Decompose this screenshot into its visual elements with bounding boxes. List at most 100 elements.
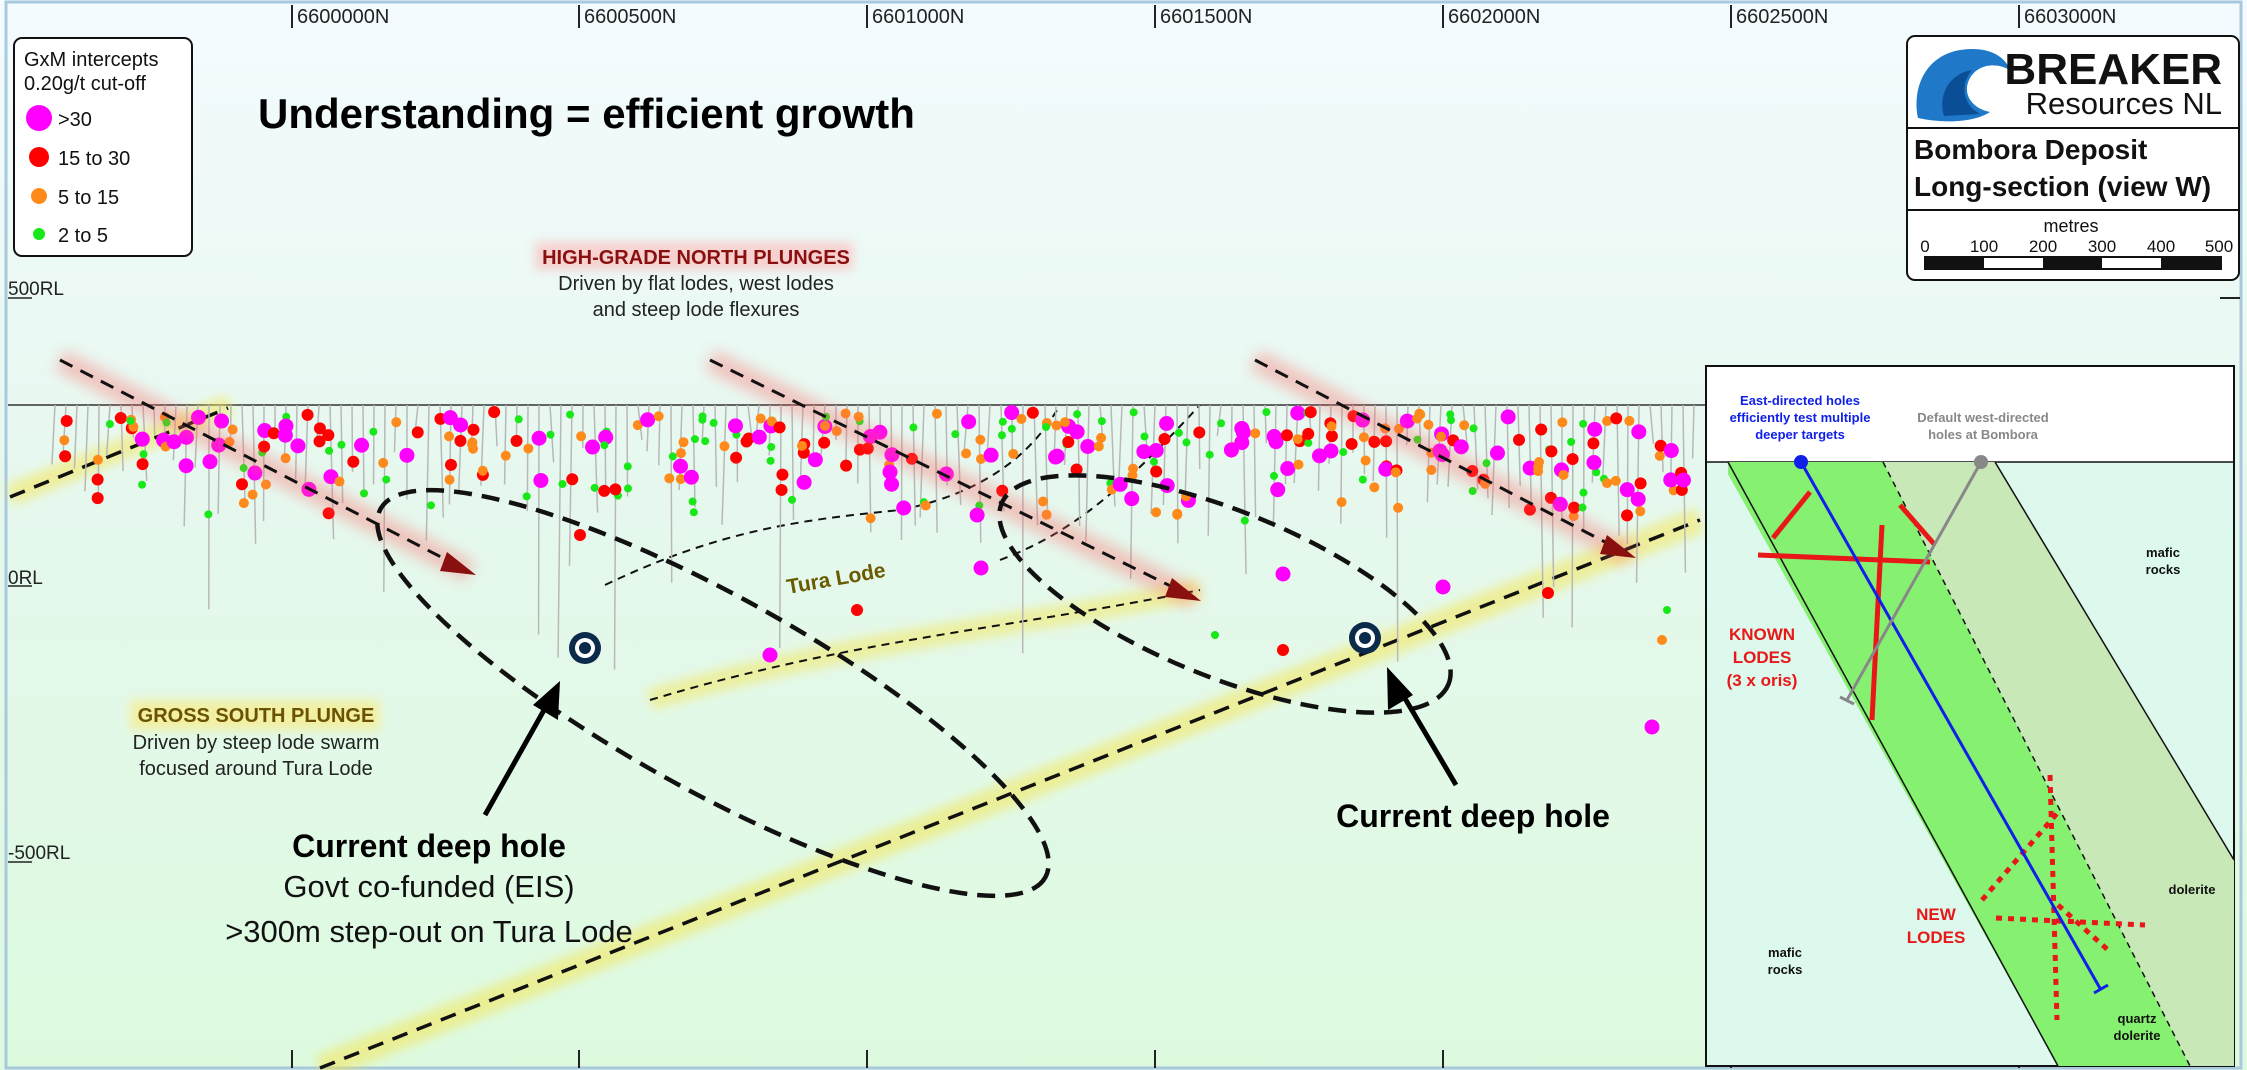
intercept-dot — [1426, 464, 1437, 475]
inset-new-label: NEW — [1916, 905, 1957, 924]
intercept-dot — [969, 507, 985, 523]
rl-label: 0RL — [8, 568, 43, 589]
intercept-dot — [1112, 476, 1128, 492]
intercept-dot — [1610, 412, 1623, 425]
intercept-dot — [689, 508, 698, 517]
intercept-dot — [1566, 453, 1579, 466]
legend-swatch — [33, 228, 45, 240]
intercept-dot — [1062, 436, 1075, 449]
drill-hole-trace — [503, 404, 507, 485]
intercept-dot — [360, 489, 369, 498]
drill-hole-trace — [1207, 404, 1211, 536]
inset-cross-section: East-directed holes efficiently test mul… — [1705, 365, 2235, 1067]
intercept-dot — [411, 426, 424, 439]
north-plunge-arrow — [59, 358, 471, 574]
intercept-dot — [632, 420, 643, 431]
intercept-dot — [523, 443, 534, 454]
intercept-dot — [740, 435, 753, 448]
intercept-dot — [522, 492, 531, 501]
intercept-dot — [1073, 410, 1082, 419]
south-plunge-annotation: GROSS SOUTH PLUNGE Driven by steep lode … — [130, 700, 380, 780]
intercept-dot — [585, 439, 601, 455]
deep-hole-marker — [569, 632, 601, 664]
drill-hole-trace — [568, 404, 573, 566]
intercept-dot — [1008, 448, 1019, 459]
intercept-dot — [1270, 482, 1286, 498]
intercept-dot — [609, 483, 622, 496]
intercept-dot — [884, 476, 900, 492]
intercept-dot — [1668, 485, 1679, 496]
intercept-dot — [382, 475, 391, 484]
intercept-dot — [235, 478, 248, 491]
drill-hole-trace — [1184, 404, 1189, 507]
inset-new-label: LODES — [1907, 928, 1966, 947]
intercept-dot — [1587, 421, 1603, 437]
intercept-dot — [1234, 435, 1250, 451]
intercept-dot — [931, 408, 942, 419]
intercept-dot — [444, 458, 457, 471]
intercept-dot — [840, 459, 853, 472]
intercept-dot — [1007, 424, 1016, 433]
company-name: BREAKER — [2004, 45, 2222, 94]
scale-tick: 500 — [2205, 237, 2233, 256]
intercept-dot — [1542, 587, 1554, 599]
intercept-dot — [1004, 405, 1020, 421]
intercept-dot — [640, 412, 656, 428]
intercept-dot — [690, 435, 699, 444]
intercept-dot — [1129, 408, 1138, 417]
intercept-dot — [453, 417, 469, 433]
northing-label: 6601500N — [1160, 6, 1252, 28]
drill-hole-trace — [613, 404, 617, 670]
northing-label: 6601000N — [872, 6, 964, 28]
intercept-dot — [1302, 427, 1315, 440]
intercept-dot — [322, 429, 335, 442]
intercept-dot — [975, 434, 986, 445]
intercept-dot — [1610, 475, 1621, 486]
intercept-dot — [91, 473, 104, 486]
drill-hole-trace — [1176, 404, 1179, 544]
north-plunge-annotation: HIGH-GRADE NORTH PLUNGES Driven by flat … — [535, 242, 853, 321]
intercept-dot — [1205, 450, 1214, 459]
intercept-dot — [1675, 472, 1691, 488]
inset-rock-label: quartz — [2118, 1011, 2158, 1026]
drill-hole-trace — [1660, 404, 1664, 473]
drill-hole-trace — [383, 404, 386, 592]
northing-label: 6600000N — [297, 6, 389, 28]
intercept-dot — [1042, 423, 1051, 432]
section-frame — [4, 0, 2243, 1070]
intercept-dot — [92, 454, 103, 465]
drill-hole-trace — [1317, 404, 1321, 491]
intercept-dot — [1358, 475, 1367, 484]
drill-hole-trace — [721, 404, 727, 525]
legend-subtitle: 0.20g/t cut-off — [24, 73, 146, 95]
intercept-dot — [1268, 434, 1284, 450]
intercept-dot — [751, 429, 767, 445]
inset-known-label: KNOWN — [1729, 625, 1795, 644]
drill-intercepts — [59, 405, 1691, 735]
intercept-dot — [1459, 420, 1470, 431]
title-block: BREAKER Resources NL Bombora Deposit Lon… — [1906, 35, 2240, 281]
northing-label: 6602000N — [1448, 6, 1540, 28]
legend-swatch — [26, 105, 52, 131]
intercept-dot — [114, 411, 127, 424]
legend-swatch — [29, 147, 49, 167]
drill-hole-trace — [105, 404, 111, 457]
intercept-dot — [797, 440, 808, 451]
intercept-dot — [598, 429, 614, 445]
intercept-dot — [1323, 443, 1339, 459]
intercept-dot — [1390, 467, 1401, 478]
intercept-dot — [675, 448, 686, 459]
inset-rock-label: mafic — [2146, 545, 2180, 560]
intercept-dot — [325, 446, 334, 455]
inset-east-text: efficiently test multiple — [1730, 410, 1871, 425]
deep-hole-caption: Govt co-funded (EIS) — [283, 869, 574, 904]
intercept-dot — [1567, 437, 1576, 446]
intercept-dot — [1624, 415, 1635, 426]
drill-hole-trace — [1649, 404, 1655, 444]
intercept-dot — [1345, 437, 1358, 450]
inset-known-label: (3 x oris) — [1727, 671, 1798, 690]
intercept-dot — [1304, 406, 1317, 419]
intercept-dot — [313, 422, 326, 435]
intercept-dot — [1140, 432, 1149, 441]
intercept-dot — [1262, 408, 1271, 417]
